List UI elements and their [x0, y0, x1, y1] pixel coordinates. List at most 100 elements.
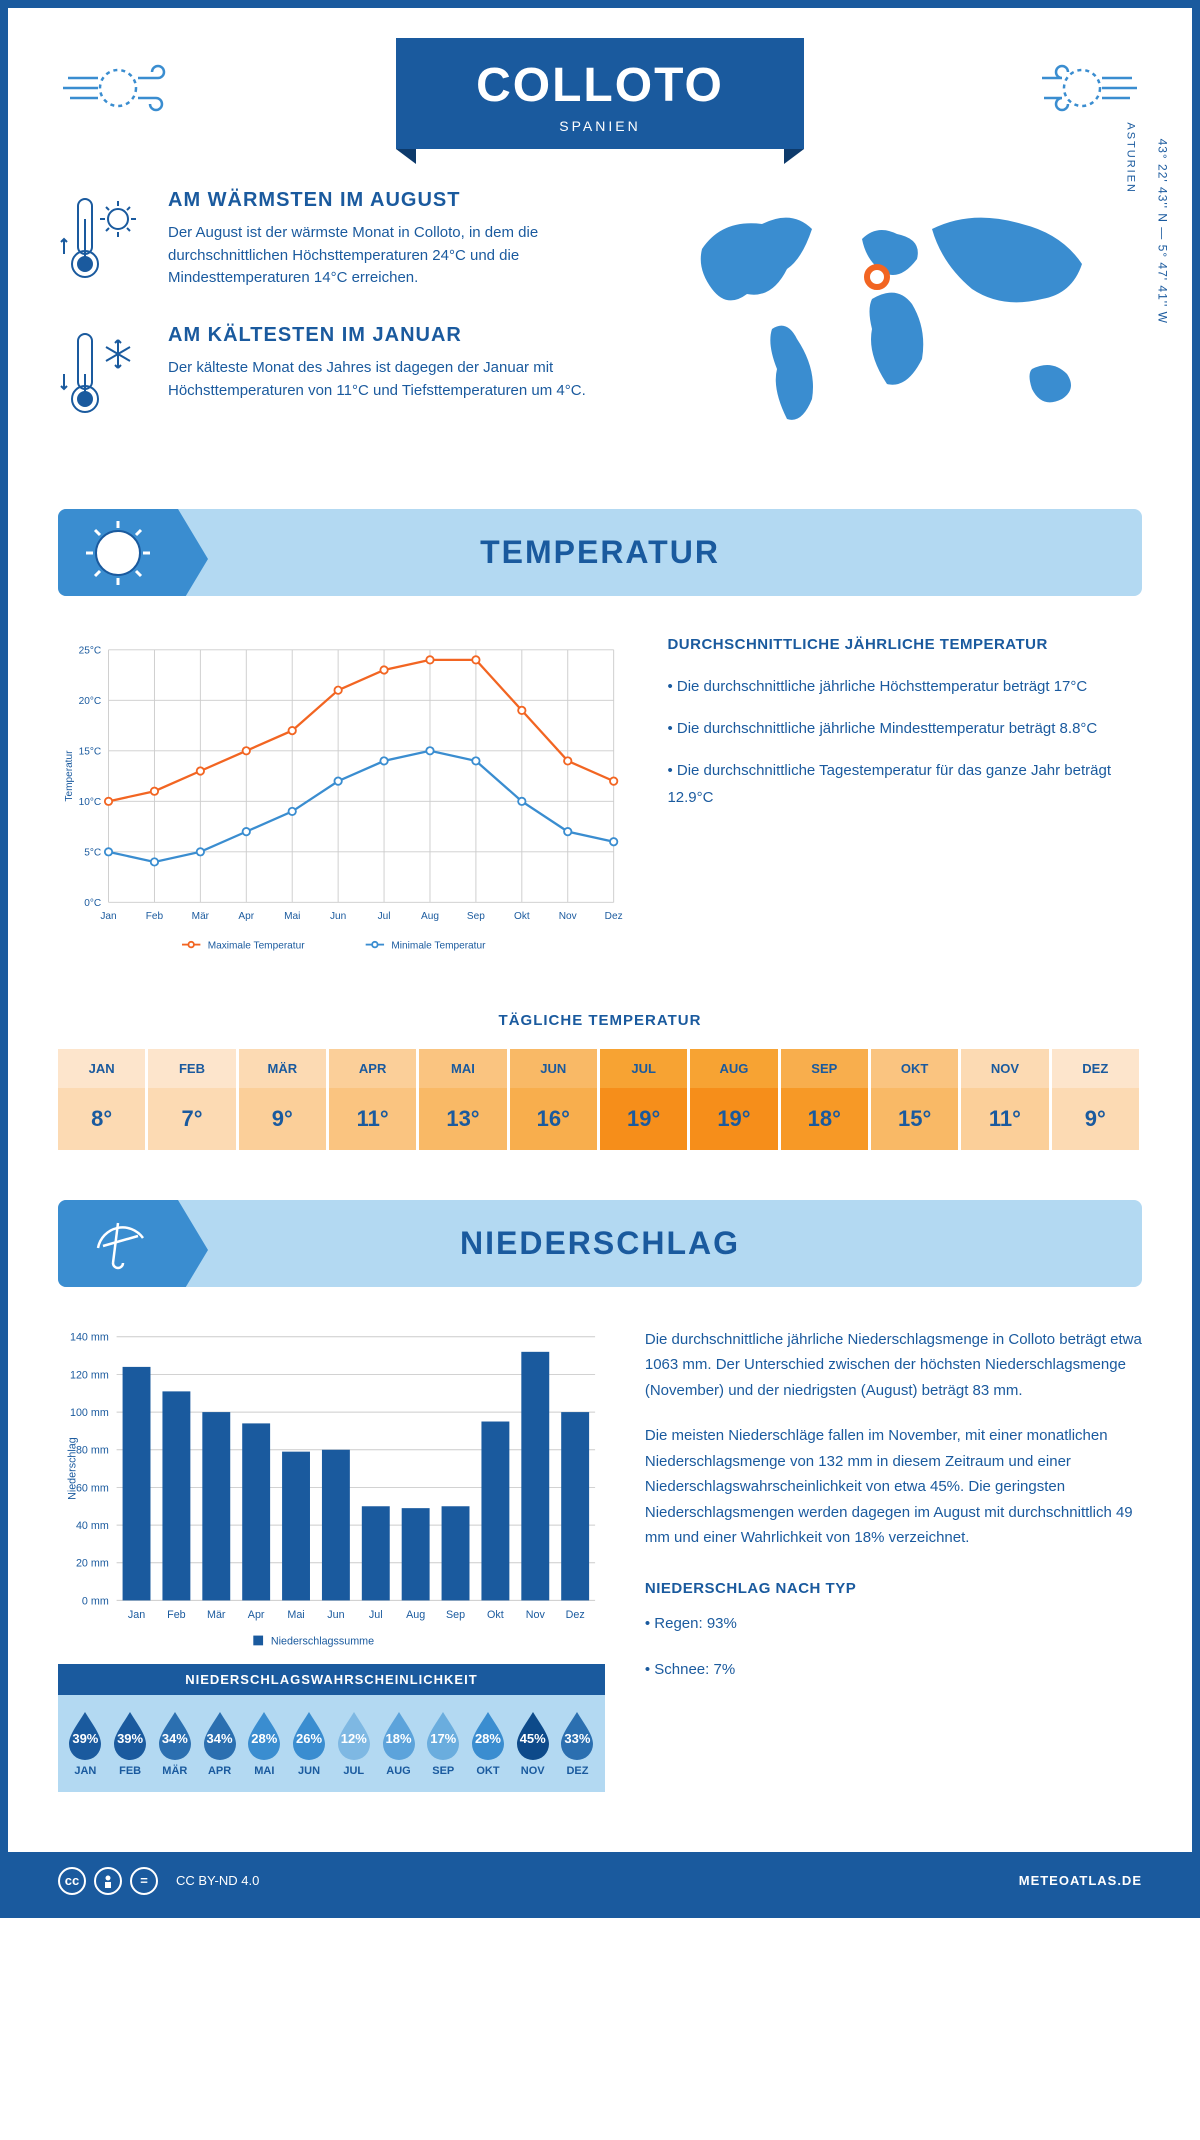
wind-icon — [58, 48, 168, 133]
svg-text:Jan: Jan — [128, 1609, 145, 1621]
thermometer-snow-icon — [58, 324, 148, 429]
temp-bullet: • Die durchschnittliche Tagestemperatur … — [667, 757, 1142, 811]
probability-cell: 28%OKT — [466, 1710, 511, 1777]
svg-text:Niederschlag: Niederschlag — [67, 1437, 79, 1500]
page-subtitle: SPANIEN — [476, 118, 724, 134]
svg-text:Temperatur: Temperatur — [64, 750, 75, 802]
svg-text:Aug: Aug — [421, 911, 439, 922]
svg-text:60 mm: 60 mm — [76, 1482, 109, 1494]
probability-cell: 17%SEP — [421, 1710, 466, 1777]
svg-text:100 mm: 100 mm — [70, 1407, 109, 1419]
thermometer-sun-icon — [58, 189, 148, 294]
svg-text:5°C: 5°C — [84, 848, 101, 859]
temp-cell: NOV11° — [961, 1049, 1051, 1150]
svg-text:40 mm: 40 mm — [76, 1520, 109, 1532]
temperature-heading: TEMPERATUR — [83, 534, 1117, 571]
probability-heading: NIEDERSCHLAGSWAHRSCHEINLICHKEIT — [58, 1664, 605, 1695]
warmest-title: AM WÄRMSTEN IM AUGUST — [168, 189, 622, 212]
temp-cell: JUL19° — [600, 1049, 690, 1150]
svg-text:25°C: 25°C — [79, 645, 102, 656]
temp-cell: DEZ9° — [1052, 1049, 1142, 1150]
svg-text:20 mm: 20 mm — [76, 1557, 109, 1569]
warmest-text: Der August ist der wärmste Monat in Coll… — [168, 222, 622, 290]
coldest-title: AM KÄLTESTEN IM JANUAR — [168, 324, 622, 347]
svg-text:Minimale Temperatur: Minimale Temperatur — [391, 940, 486, 951]
svg-text:Mär: Mär — [207, 1609, 226, 1621]
by-icon — [94, 1867, 122, 1895]
svg-text:Mär: Mär — [192, 911, 210, 922]
cc-icon: cc — [58, 1867, 86, 1895]
title-banner: COLLOTO SPANIEN — [396, 38, 804, 149]
probability-row: 39%JAN39%FEB34%MÄR34%APR28%MAI26%JUN12%J… — [58, 1695, 605, 1792]
probability-cell: 12%JUL — [331, 1710, 376, 1777]
temp-info-heading: DURCHSCHNITTLICHE JÄHRLICHE TEMPERATUR — [667, 636, 1142, 653]
temp-cell: AUG19° — [690, 1049, 780, 1150]
license-text: CC BY-ND 4.0 — [176, 1873, 259, 1888]
temp-cell: MAI13° — [419, 1049, 509, 1150]
svg-text:Mai: Mai — [287, 1609, 304, 1621]
page-footer: cc = CC BY-ND 4.0 METEOATLAS.DE — [8, 1852, 1192, 1910]
svg-text:Nov: Nov — [559, 911, 578, 922]
temp-cell: SEP18° — [781, 1049, 871, 1150]
svg-text:Jun: Jun — [327, 1609, 344, 1621]
daily-temp-heading: TÄGLICHE TEMPERATUR — [58, 1012, 1142, 1029]
svg-text:Jul: Jul — [378, 911, 391, 922]
precip-text-2: Die meisten Niederschläge fallen im Nove… — [645, 1423, 1142, 1551]
svg-text:80 mm: 80 mm — [76, 1444, 109, 1456]
probability-cell: 33%DEZ — [555, 1710, 600, 1777]
svg-text:Apr: Apr — [248, 1609, 265, 1621]
svg-text:10°C: 10°C — [79, 797, 102, 808]
temp-cell: OKT15° — [871, 1049, 961, 1150]
temp-cell: APR11° — [329, 1049, 419, 1150]
page-title: COLLOTO — [476, 58, 724, 113]
wind-icon — [1032, 48, 1142, 133]
temp-cell: JAN8° — [58, 1049, 148, 1150]
top-info-row: AM WÄRMSTEN IM AUGUST Der August ist der… — [58, 189, 1142, 459]
temp-cell: JUN16° — [510, 1049, 600, 1150]
svg-text:Aug: Aug — [406, 1609, 425, 1621]
probability-cell: 34%MÄR — [152, 1710, 197, 1777]
region-label: ASTURIEN — [1125, 122, 1137, 194]
svg-text:140 mm: 140 mm — [70, 1331, 109, 1343]
temp-bullet: • Die durchschnittliche jährliche Höchst… — [667, 673, 1142, 700]
coordinates: 43° 22' 43'' N — 5° 47' 41'' W — [1155, 139, 1169, 324]
svg-text:Nov: Nov — [526, 1609, 546, 1621]
precip-type-heading: NIEDERSCHLAG NACH TYP — [645, 1576, 1142, 1602]
svg-text:Jan: Jan — [100, 911, 116, 922]
svg-text:Sep: Sep — [446, 1609, 465, 1621]
precip-type-bullet: • Schnee: 7% — [645, 1657, 1142, 1683]
svg-text:Okt: Okt — [487, 1609, 504, 1621]
svg-text:Sep: Sep — [467, 911, 485, 922]
svg-text:Okt: Okt — [514, 911, 530, 922]
svg-text:Dez: Dez — [605, 911, 623, 922]
svg-text:15°C: 15°C — [79, 746, 102, 757]
umbrella-icon — [58, 1200, 178, 1287]
probability-cell: 34%APR — [197, 1710, 242, 1777]
svg-text:Feb: Feb — [146, 911, 164, 922]
sun-icon — [58, 509, 178, 596]
world-map: ASTURIEN 43° 22' 43'' N — 5° 47' 41'' W — [662, 189, 1142, 459]
precipitation-bar-chart: 0 mm20 mm40 mm60 mm80 mm100 mm120 mm140 … — [58, 1327, 605, 1664]
svg-text:Mai: Mai — [284, 911, 300, 922]
temp-bullet: • Die durchschnittliche jährliche Mindes… — [667, 715, 1142, 742]
daily-temp-table: JAN8°FEB7°MÄR9°APR11°MAI13°JUN16°JUL19°A… — [58, 1049, 1142, 1150]
probability-cell: 28%MAI — [242, 1710, 287, 1777]
coldest-text: Der kälteste Monat des Jahres ist dagege… — [168, 357, 622, 402]
svg-text:Apr: Apr — [238, 911, 254, 922]
precip-text-1: Die durchschnittliche jährliche Niedersc… — [645, 1327, 1142, 1404]
coldest-fact: AM KÄLTESTEN IM JANUAR Der kälteste Mona… — [58, 324, 622, 429]
svg-text:Jul: Jul — [369, 1609, 383, 1621]
nd-icon: = — [130, 1867, 158, 1895]
svg-text:20°C: 20°C — [79, 696, 102, 707]
temp-cell: MÄR9° — [239, 1049, 329, 1150]
svg-text:Dez: Dez — [566, 1609, 585, 1621]
svg-text:Maximale Temperatur: Maximale Temperatur — [208, 940, 305, 951]
svg-text:Niederschlagssumme: Niederschlagssumme — [271, 1635, 374, 1647]
precip-type-bullet: • Regen: 93% — [645, 1611, 1142, 1637]
probability-cell: 26%JUN — [287, 1710, 332, 1777]
svg-text:0 mm: 0 mm — [82, 1595, 109, 1607]
warmest-fact: AM WÄRMSTEN IM AUGUST Der August ist der… — [58, 189, 622, 294]
temp-cell: FEB7° — [148, 1049, 238, 1150]
svg-text:0°C: 0°C — [84, 898, 101, 909]
page-header: COLLOTO SPANIEN — [58, 38, 1142, 149]
